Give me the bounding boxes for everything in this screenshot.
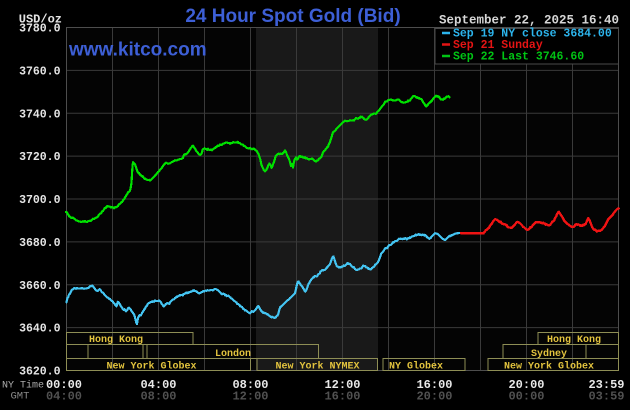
svg-text:New York Globex: New York Globex [504, 361, 594, 373]
svg-text:3700.0: 3700.0 [19, 194, 61, 207]
svg-text:London: London [215, 348, 251, 360]
svg-text:16:00: 16:00 [324, 390, 360, 404]
svg-text:USD/oz: USD/oz [19, 13, 62, 27]
svg-text:3720.0: 3720.0 [19, 151, 61, 164]
svg-text:Sep 19 NY close 3684.00: Sep 19 NY close 3684.00 [453, 28, 612, 41]
svg-text:12:00: 12:00 [324, 378, 360, 392]
svg-text:08:00: 08:00 [232, 378, 268, 392]
svg-text:3640.0: 3640.0 [19, 323, 61, 336]
svg-text:New York NYMEX: New York NYMEX [275, 361, 359, 373]
svg-text:Hong Kong: Hong Kong [547, 335, 601, 346]
svg-text:Sep 21 Sunday: Sep 21 Sunday [453, 39, 543, 52]
svg-text:Sep 22 Last 3746.60: Sep 22 Last 3746.60 [453, 51, 584, 64]
svg-text:20:00: 20:00 [416, 390, 452, 404]
svg-text:3740.0: 3740.0 [19, 108, 61, 121]
svg-text:September 22, 2025 16:40: September 22, 2025 16:40 [439, 14, 619, 28]
svg-text:NY Time: NY Time [2, 380, 44, 392]
svg-text:GMT: GMT [11, 391, 30, 403]
svg-text:04:00: 04:00 [140, 378, 176, 392]
svg-text:20:00: 20:00 [508, 378, 544, 392]
svg-text:24 Hour Spot Gold (Bid): 24 Hour Spot Gold (Bid) [185, 6, 400, 27]
svg-text:3620.0: 3620.0 [19, 366, 61, 379]
svg-text:3680.0: 3680.0 [19, 237, 61, 250]
svg-text:Sydney: Sydney [531, 348, 567, 360]
svg-text:08:00: 08:00 [140, 390, 176, 404]
svg-text:16:00: 16:00 [416, 378, 452, 392]
svg-text:www.kitco.com: www.kitco.com [68, 40, 207, 61]
svg-text:New York Globex: New York Globex [106, 361, 196, 373]
svg-text:12:00: 12:00 [232, 390, 268, 404]
svg-text:23:59: 23:59 [588, 378, 624, 392]
svg-text:3660.0: 3660.0 [19, 280, 61, 293]
svg-text:00:00: 00:00 [508, 390, 544, 404]
svg-text:NY Globex: NY Globex [389, 361, 443, 373]
svg-text:Hong Kong: Hong Kong [89, 335, 143, 346]
svg-text:03:59: 03:59 [588, 390, 624, 404]
svg-text:3760.0: 3760.0 [19, 65, 61, 78]
svg-text:3780.0: 3780.0 [19, 23, 61, 36]
svg-text:00:00: 00:00 [46, 378, 82, 392]
svg-text:04:00: 04:00 [46, 390, 82, 404]
